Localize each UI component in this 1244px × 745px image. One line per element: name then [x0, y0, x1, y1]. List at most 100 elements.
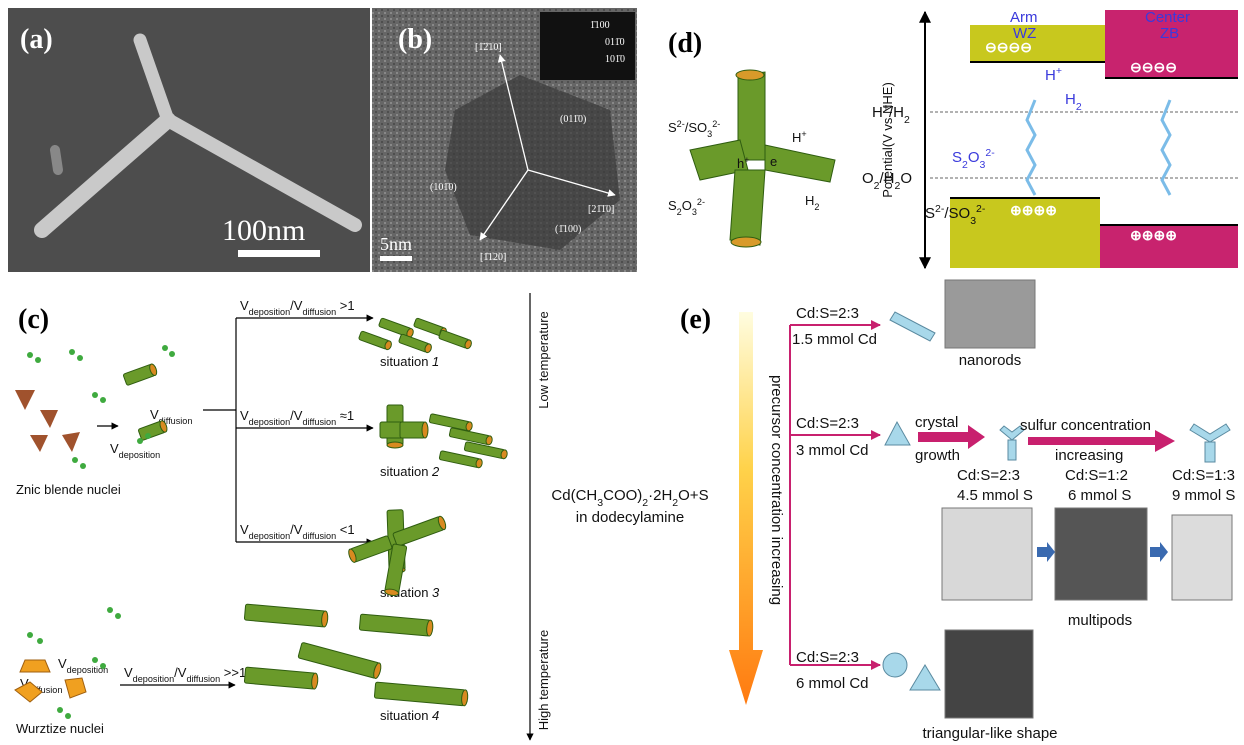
subscript: 2: [642, 497, 648, 509]
panel-label: (b): [398, 24, 432, 55]
rod: [373, 681, 469, 707]
text-run: V: [240, 408, 249, 423]
superscript: 2-: [697, 197, 705, 207]
subscript: 2: [672, 497, 678, 509]
text-run: /H: [880, 170, 895, 187]
plane: (011̄0): [560, 114, 586, 125]
rod: [428, 413, 473, 432]
text-run: H: [1065, 91, 1076, 108]
ratio: Cd:S=1:2: [1065, 467, 1128, 484]
wz-nuclei: [14, 659, 87, 703]
panel-label: (d): [668, 28, 702, 59]
subscript: deposition: [119, 450, 160, 460]
subscript: 2: [814, 202, 819, 212]
svg-text:⊖⊖⊖⊖: ⊖⊖⊖⊖: [1130, 59, 1177, 75]
number: 1: [432, 354, 439, 369]
text-run: V: [240, 522, 249, 537]
text-run: /V: [290, 408, 303, 423]
subscript: deposition: [67, 665, 108, 675]
band: [1100, 225, 1238, 268]
plane: (101̄0): [430, 182, 457, 193]
monomers: [27, 345, 175, 719]
flux: Vdeposition: [110, 441, 160, 460]
plane: (1̄100): [555, 224, 581, 235]
text-run: O: [862, 170, 874, 187]
step: crystal: [915, 414, 958, 431]
text-run: H: [805, 193, 814, 208]
rod: [448, 427, 493, 446]
amount: 4.5 mmol S: [957, 487, 1033, 504]
text-run: Cd(CH: [551, 487, 597, 504]
text-run: H: [1045, 67, 1056, 84]
subscript: diffusion: [159, 416, 193, 426]
level: H+/H2: [872, 102, 910, 126]
subscript: diffusion: [302, 307, 336, 317]
text-run: V: [240, 298, 249, 313]
text-run: /V: [290, 298, 303, 313]
text-run: S: [925, 205, 935, 222]
text-run: >1: [336, 298, 354, 313]
text-run: >>1: [220, 665, 246, 680]
ratio: Cd:S=2:3: [796, 305, 859, 322]
branches: [97, 293, 534, 741]
arrow-label: sulfur concentration: [1020, 417, 1151, 434]
shapes: [882, 311, 1231, 691]
rod: [243, 666, 319, 690]
text-run: V: [150, 407, 159, 422]
condition: Vdeposition/Vdiffusion >1: [240, 298, 355, 317]
superscript: 2-: [935, 203, 945, 215]
region: WZ: [1013, 25, 1036, 42]
subscript: deposition: [249, 417, 290, 427]
amount: 1.5 mmol Cd: [792, 331, 877, 348]
text-run: /SO: [685, 120, 707, 135]
flux: Vdeposition: [58, 656, 108, 675]
subscript: deposition: [133, 674, 174, 684]
rod: [438, 450, 483, 469]
situation: situation 4: [380, 708, 439, 723]
panel-label: (a): [20, 24, 53, 55]
rod: [438, 329, 472, 350]
amount: 6 mmol Cd: [796, 675, 869, 692]
tetrapod: [34, 33, 362, 238]
text-run: /V: [290, 522, 303, 537]
spot: 1̄100: [590, 20, 610, 31]
rod: [243, 603, 329, 628]
region: Arm: [1010, 9, 1038, 26]
region: Center: [1145, 9, 1190, 26]
rod: [297, 642, 382, 679]
spot: 011̄0: [605, 37, 625, 48]
text-run: V: [124, 665, 133, 680]
ratio: Cd:S=2:3: [957, 467, 1020, 484]
band: [970, 25, 1105, 62]
band: [1105, 10, 1238, 78]
panel-label: (e): [680, 304, 711, 335]
condition: Vdeposition/Vdiffusion <1: [240, 522, 355, 541]
direction: [21̄1̄0]: [588, 204, 614, 215]
text-run: situation: [380, 464, 432, 479]
subscript: 2: [677, 207, 682, 217]
text-run: O: [968, 149, 980, 166]
panel-label: (c): [18, 304, 49, 335]
direction: [1̄2̄10]: [475, 42, 502, 53]
situation: situation 2: [380, 464, 440, 479]
text-run: ≈1: [336, 408, 354, 423]
flux: Vdiffusion: [20, 676, 62, 695]
superscript: 2-: [712, 119, 720, 129]
gradient-arrow: [729, 312, 763, 705]
amount: 3 mmol Cd: [796, 442, 869, 459]
subscript: deposition: [249, 307, 290, 317]
text-run: S: [668, 198, 677, 213]
text-run: O+S: [678, 487, 708, 504]
condition: Vdeposition/Vdiffusion >>1: [124, 665, 246, 684]
subscript: deposition: [249, 531, 290, 541]
subscript: 2: [895, 180, 901, 192]
text-run: h: [737, 156, 744, 171]
direction-arrows: [479, 54, 616, 241]
text-run: situation: [380, 708, 432, 723]
text-run: H: [872, 104, 883, 121]
product: multipods: [1068, 612, 1132, 629]
hole: h+: [737, 155, 750, 171]
svg-text:⊖⊖⊖⊖: ⊖⊖⊖⊖: [985, 39, 1032, 55]
scale-bar: [380, 256, 412, 261]
